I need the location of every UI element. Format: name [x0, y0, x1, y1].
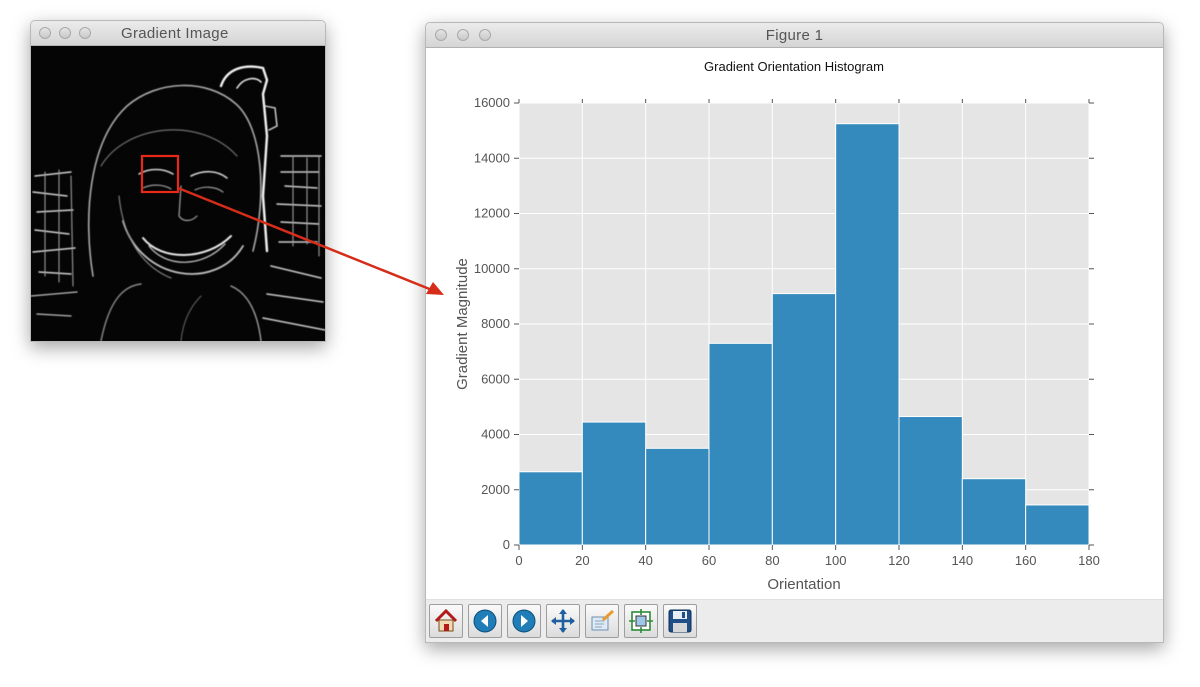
- gradient-magnitude-image: [31, 46, 325, 341]
- x-tick-label: 140: [951, 553, 973, 568]
- close-window-button[interactable]: [39, 27, 51, 39]
- forward-arrow-icon: [512, 609, 536, 633]
- back-arrow-icon: [473, 609, 497, 633]
- y-tick-label: 2000: [481, 482, 510, 497]
- x-tick-label: 100: [825, 553, 847, 568]
- pan-move-icon: [551, 609, 575, 633]
- minimize-window-button[interactable]: [457, 29, 469, 41]
- zoom-window-button[interactable]: [79, 27, 91, 39]
- forward-button[interactable]: [507, 604, 541, 638]
- matplotlib-toolbar: [426, 599, 1163, 642]
- histogram-bar: [898, 416, 963, 546]
- figure-window-title: Figure 1: [765, 27, 824, 44]
- gradient-window-title: Gradient Image: [121, 25, 229, 42]
- x-axis-label: Orientation: [767, 576, 840, 593]
- x-tick-label: 20: [575, 553, 589, 568]
- home-button[interactable]: [429, 604, 463, 638]
- histogram-bar: [771, 293, 837, 546]
- histogram-chart: 0 20 40 60 80 100 120 140 160 180 0 2000 4000 6000 800…: [454, 59, 1100, 593]
- y-tick-label: 12000: [474, 206, 510, 221]
- y-tick-label: 16000: [474, 95, 510, 110]
- y-tick-label: 4000: [481, 427, 510, 442]
- histogram-bar: [1025, 504, 1090, 546]
- histogram-bar: [835, 123, 900, 546]
- x-tick-label: 0: [515, 553, 522, 568]
- home-icon: [434, 608, 458, 632]
- close-window-button[interactable]: [435, 29, 447, 41]
- back-button[interactable]: [468, 604, 502, 638]
- x-tick-label: 80: [765, 553, 779, 568]
- x-tick-label: 60: [702, 553, 716, 568]
- y-tick-label: 10000: [474, 261, 510, 276]
- gradient-image-window: Gradient Image: [30, 20, 326, 342]
- histogram-bar: [581, 421, 647, 546]
- subplots-config-icon: [629, 609, 653, 633]
- histogram-bar: [961, 478, 1027, 546]
- pan-button[interactable]: [546, 604, 580, 638]
- chart-title: Gradient Orientation Histogram: [704, 59, 884, 74]
- histogram-bar: [645, 447, 710, 546]
- y-axis-label: Gradient Magnitude: [454, 258, 471, 390]
- figure-window-titlebar[interactable]: Figure 1: [426, 23, 1163, 48]
- zoom-button[interactable]: [585, 604, 619, 638]
- gradient-window-titlebar[interactable]: Gradient Image: [31, 21, 325, 46]
- x-tick-label: 120: [888, 553, 910, 568]
- histogram-bar: [518, 471, 583, 546]
- y-tick-label: 6000: [481, 371, 510, 386]
- zoom-rect-icon: [591, 609, 615, 631]
- x-tick-label: 40: [638, 553, 652, 568]
- save-floppy-icon: [668, 609, 692, 633]
- zoom-window-button[interactable]: [479, 29, 491, 41]
- y-tick-label: 0: [503, 537, 510, 552]
- histogram-bar: [708, 342, 773, 546]
- figure-window: Figure 1 0 20 40 60 80 100 120 140 160 180 0 2000 40…: [425, 22, 1164, 643]
- save-button[interactable]: [663, 604, 697, 638]
- selected-cell-box: [140, 154, 180, 194]
- y-tick-label: 8000: [481, 316, 510, 331]
- x-tick-label: 160: [1015, 553, 1037, 568]
- configure-subplots-button[interactable]: [624, 604, 658, 638]
- minimize-window-button[interactable]: [59, 27, 71, 39]
- x-tick-label: 180: [1078, 553, 1100, 568]
- y-tick-label: 14000: [474, 150, 510, 165]
